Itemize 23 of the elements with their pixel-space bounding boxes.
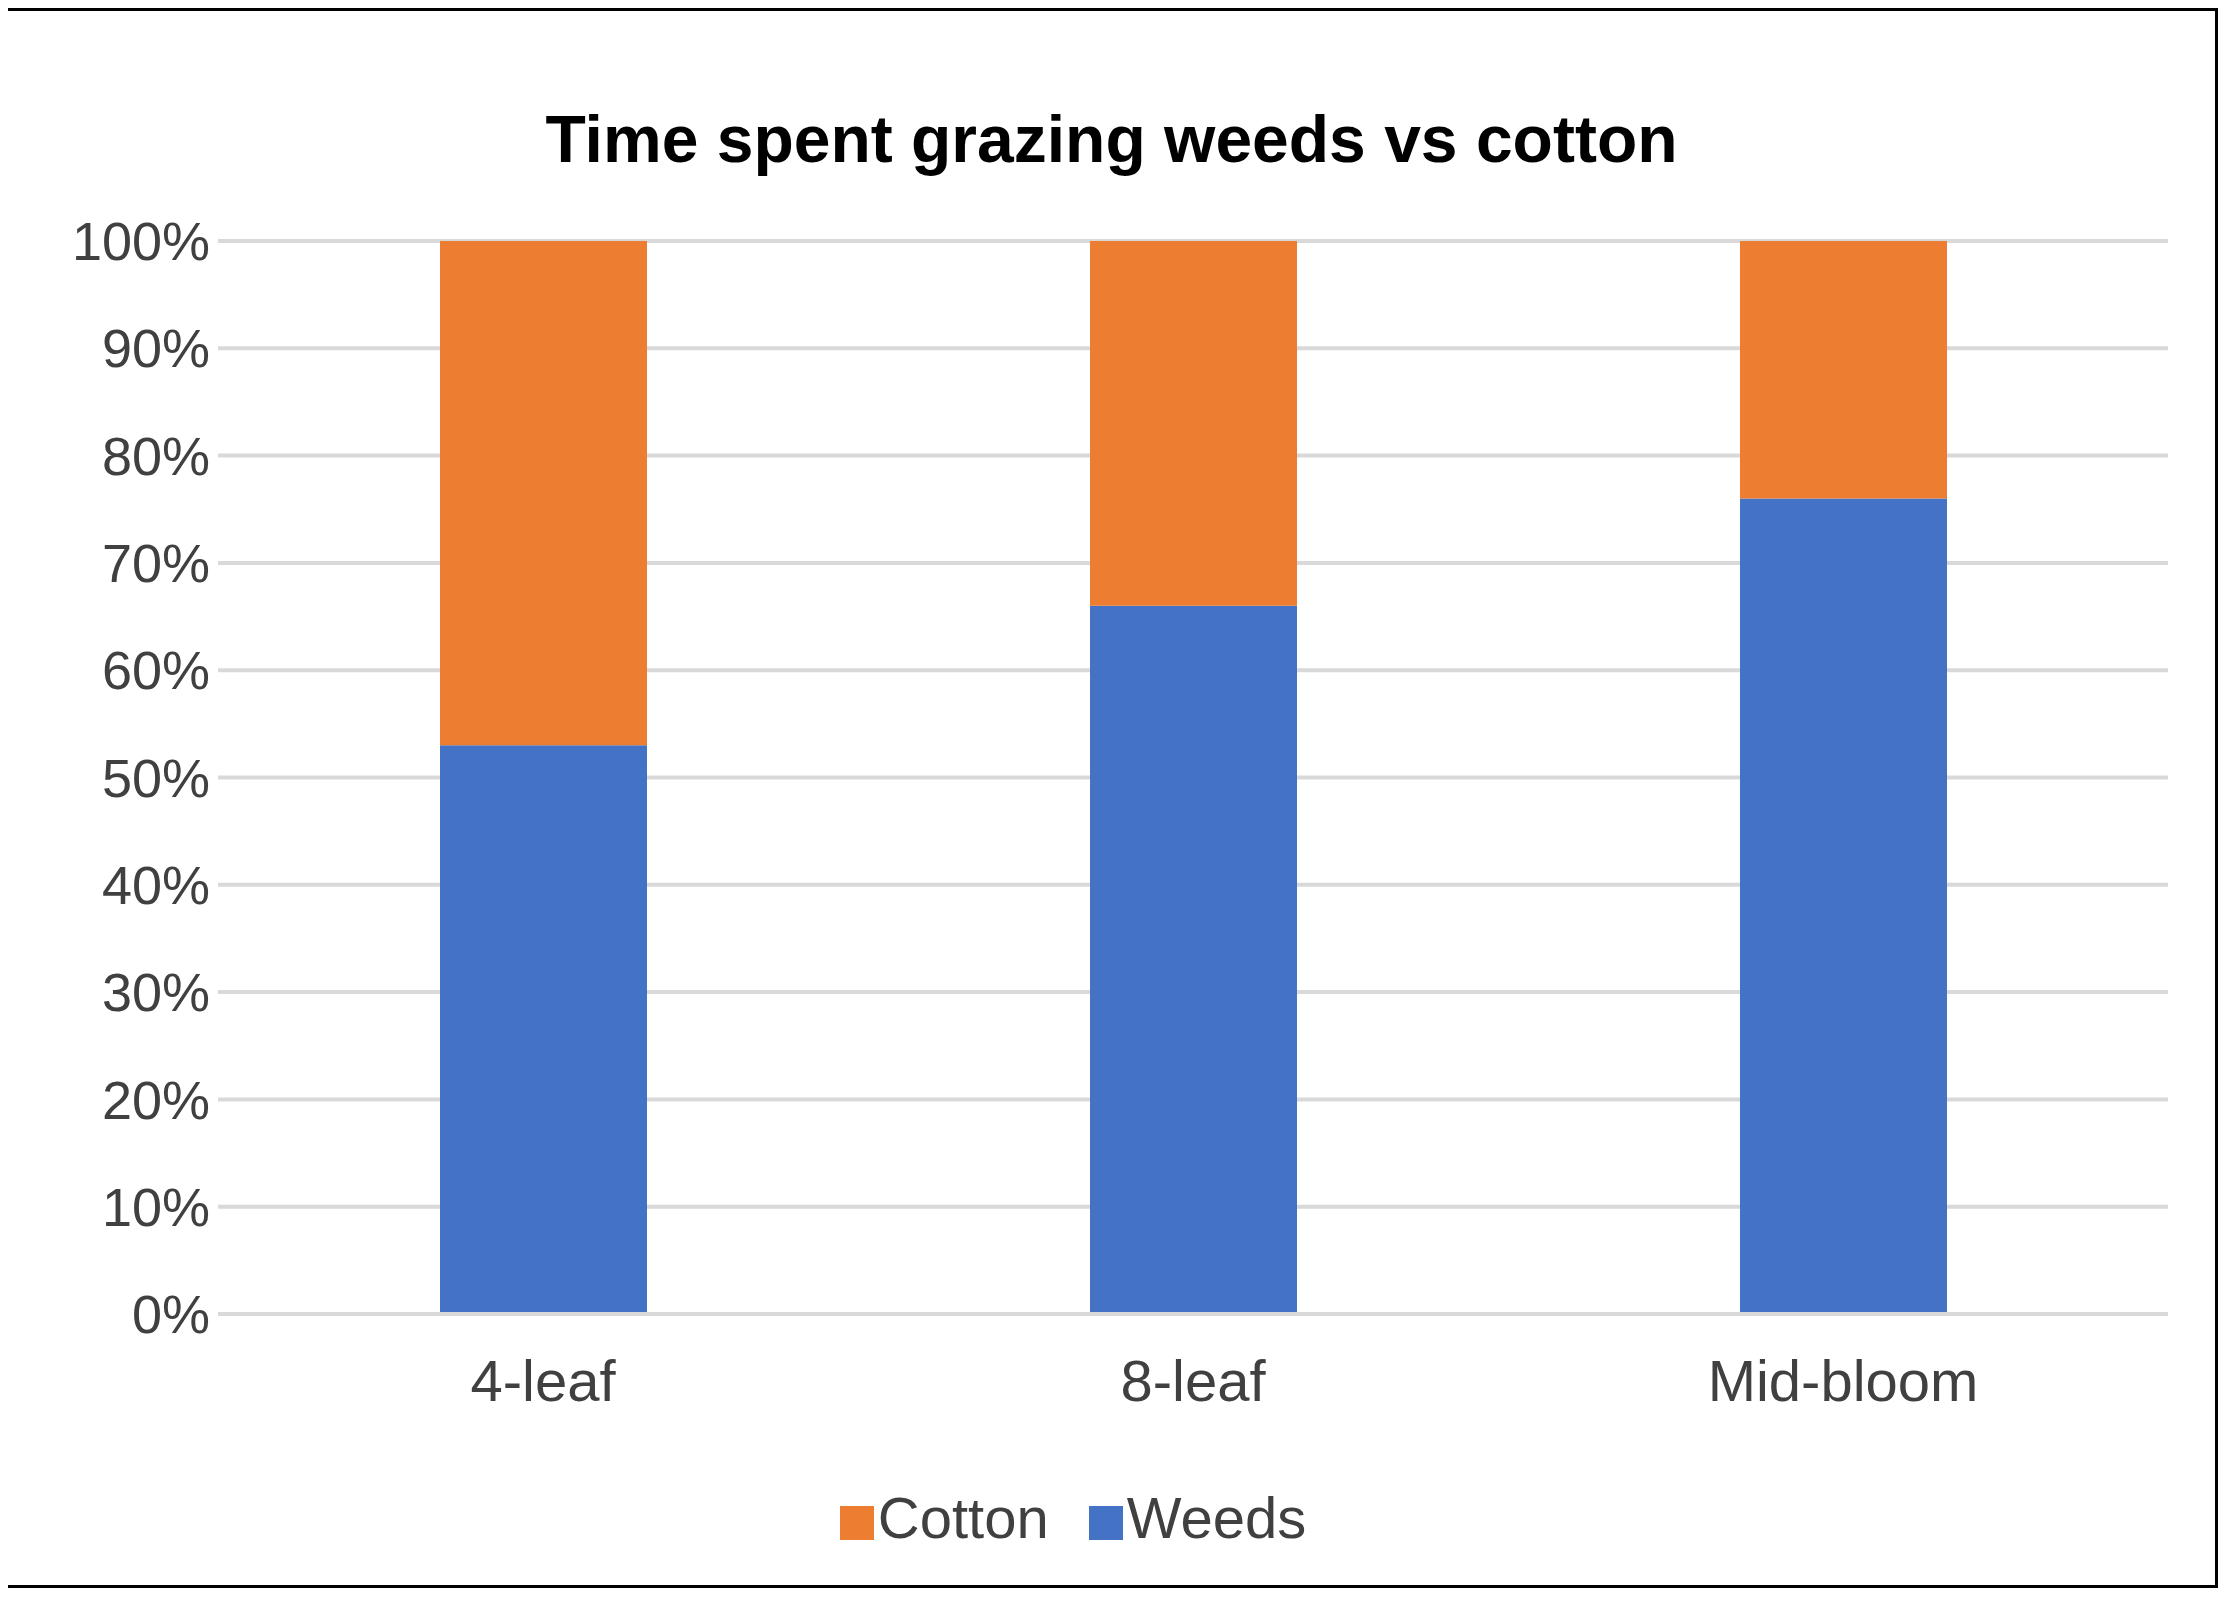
bar xyxy=(1090,605,1297,1314)
y-tick-label: 100% xyxy=(71,211,210,272)
bar xyxy=(440,745,647,1314)
y-tick-label: 0% xyxy=(131,1284,210,1345)
bar xyxy=(440,241,647,746)
bar xyxy=(1740,241,1947,499)
y-tick-label: 10% xyxy=(101,1176,210,1237)
y-tick-label: 50% xyxy=(101,747,210,808)
y-tick-label: 20% xyxy=(101,1069,210,1130)
legend-label: Weeds xyxy=(1126,1485,1307,1550)
y-tick-label: 30% xyxy=(101,962,210,1023)
y-tick-label: 60% xyxy=(101,640,210,701)
bar xyxy=(1090,241,1297,606)
x-tick-label: Mid-bloom xyxy=(1707,1348,1979,1414)
y-tick-label: 40% xyxy=(101,854,210,915)
x-tick-label: 8-leaf xyxy=(1120,1348,1267,1414)
y-tick-label: 90% xyxy=(101,318,210,379)
bar xyxy=(1740,498,1947,1314)
y-tick-label: 70% xyxy=(101,533,210,594)
chart-title: Time spent grazing weeds vs cotton xyxy=(544,101,1679,178)
y-tick-label: 80% xyxy=(101,425,210,486)
x-tick-label: 4-leaf xyxy=(470,1348,617,1414)
legend-label: Cotton xyxy=(877,1485,1049,1550)
